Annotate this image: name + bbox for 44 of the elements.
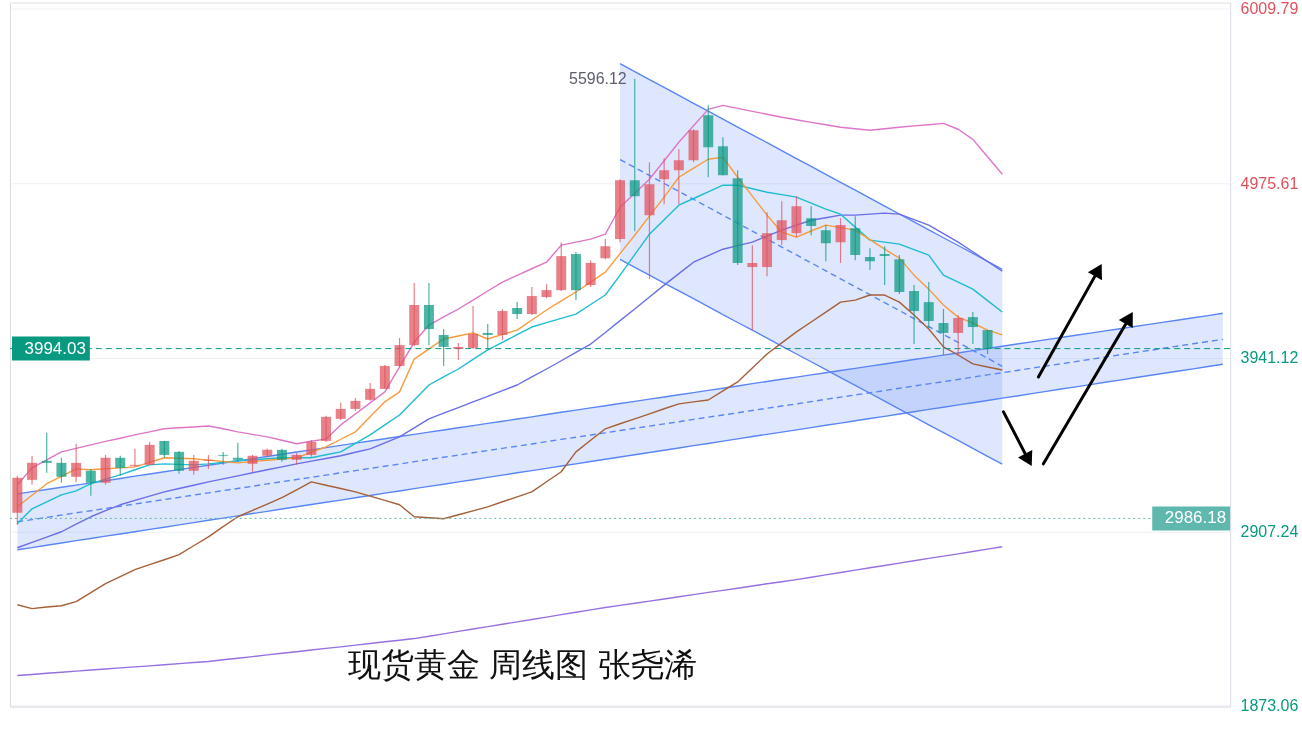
candlestick: [129, 448, 140, 468]
candlestick: [967, 311, 978, 345]
candlestick: [953, 314, 964, 357]
candlestick: [115, 455, 126, 477]
candlestick: [629, 78, 640, 232]
candlestick: [909, 284, 920, 345]
y-tick-label: 3941.12: [1240, 349, 1299, 367]
candlestick: [56, 457, 67, 484]
candlestick: [85, 468, 96, 497]
ref-line-label: 2986.18: [1164, 508, 1227, 528]
candlestick: [144, 441, 155, 466]
candlestick: [232, 442, 243, 463]
candlestick: [879, 245, 890, 286]
candlestick: [835, 217, 846, 264]
candlestick: [71, 443, 82, 483]
candlestick: [27, 455, 38, 486]
candlestick: [585, 259, 596, 288]
candlestick: [806, 205, 817, 236]
y-tick-label: 2907.24: [1240, 523, 1299, 541]
candlestick: [747, 244, 758, 331]
text: 现货黄金 周线图 张尧浠: [348, 646, 697, 684]
candlestick: [512, 301, 523, 320]
candlestick: [923, 281, 934, 329]
candlestick: [673, 148, 684, 205]
candlestick: [820, 224, 831, 262]
candlestick: [394, 337, 405, 368]
candlestick: [659, 157, 670, 205]
candlestick: [218, 451, 229, 466]
candlestick: [174, 450, 185, 475]
candlestick: [600, 238, 611, 260]
candlestick: [776, 200, 787, 246]
candlestick: [526, 286, 537, 316]
line-series: [16, 294, 1003, 610]
candlestick: [188, 454, 199, 476]
candlestick: [497, 308, 508, 341]
ref-line-label: 3994.03: [24, 338, 86, 358]
y-tick-label: 1873.06: [1240, 697, 1299, 715]
candlestick: [864, 247, 875, 271]
y-tick-label: 4975.61: [1240, 174, 1299, 192]
annotation: 5596.12: [569, 69, 627, 87]
candlestick: [379, 364, 390, 390]
candlestick: [41, 432, 52, 474]
y-tick-label: 6009.79: [1240, 0, 1299, 18]
candlestick: [468, 305, 479, 350]
